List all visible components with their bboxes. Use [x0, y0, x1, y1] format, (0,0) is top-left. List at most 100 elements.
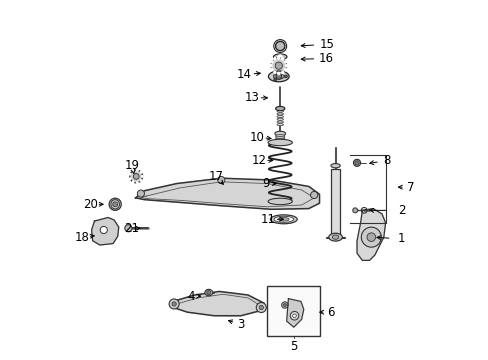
Circle shape	[275, 73, 281, 79]
Circle shape	[141, 175, 144, 178]
Circle shape	[124, 225, 132, 232]
Text: 18: 18	[74, 231, 89, 244]
Text: 9: 9	[262, 177, 269, 190]
Text: 1: 1	[397, 233, 405, 246]
Text: 16: 16	[319, 52, 333, 65]
Circle shape	[206, 291, 210, 295]
Circle shape	[273, 78, 276, 81]
Ellipse shape	[276, 113, 283, 115]
Text: 5: 5	[289, 340, 297, 353]
Circle shape	[140, 179, 142, 182]
Circle shape	[112, 202, 118, 207]
Circle shape	[283, 68, 287, 71]
Ellipse shape	[278, 217, 288, 221]
Circle shape	[276, 72, 280, 75]
Circle shape	[283, 303, 285, 306]
Ellipse shape	[276, 123, 283, 126]
Circle shape	[361, 227, 381, 247]
Text: 13: 13	[244, 91, 259, 104]
Text: 14: 14	[237, 68, 251, 81]
Ellipse shape	[270, 215, 297, 224]
Text: 19: 19	[124, 159, 139, 172]
Circle shape	[273, 72, 276, 75]
Text: 11: 11	[260, 213, 275, 226]
Circle shape	[277, 54, 282, 59]
Circle shape	[354, 161, 358, 165]
Ellipse shape	[273, 216, 293, 222]
Ellipse shape	[276, 107, 284, 110]
Circle shape	[133, 174, 139, 179]
Circle shape	[292, 314, 296, 318]
Text: 12: 12	[251, 154, 266, 167]
Circle shape	[366, 233, 375, 242]
Circle shape	[290, 311, 298, 320]
Circle shape	[128, 173, 131, 176]
Bar	[267, 286, 320, 337]
Text: 6: 6	[326, 306, 334, 319]
Text: 21: 21	[123, 222, 139, 235]
Text: 3: 3	[237, 318, 244, 331]
Text: 8: 8	[383, 154, 390, 167]
Text: 20: 20	[83, 198, 98, 211]
Bar	[331, 169, 339, 234]
Ellipse shape	[275, 135, 285, 138]
Text: 10: 10	[249, 131, 264, 144]
Circle shape	[169, 299, 179, 309]
Circle shape	[270, 68, 273, 71]
Circle shape	[217, 176, 224, 184]
Text: 7: 7	[406, 181, 413, 194]
Circle shape	[310, 192, 317, 199]
Circle shape	[137, 190, 144, 197]
Ellipse shape	[330, 163, 340, 168]
Text: 4: 4	[187, 289, 194, 303]
Text: 15: 15	[319, 38, 333, 51]
Text: 17: 17	[208, 170, 223, 183]
Ellipse shape	[276, 121, 283, 123]
Circle shape	[136, 169, 139, 171]
Ellipse shape	[275, 139, 285, 141]
Ellipse shape	[273, 74, 284, 79]
Circle shape	[136, 181, 139, 184]
Circle shape	[268, 64, 272, 67]
Circle shape	[284, 75, 287, 78]
Circle shape	[131, 170, 134, 172]
Polygon shape	[356, 208, 385, 260]
Ellipse shape	[267, 198, 292, 204]
Circle shape	[128, 177, 131, 180]
Ellipse shape	[328, 233, 342, 241]
Circle shape	[281, 57, 284, 61]
Ellipse shape	[273, 54, 286, 60]
Circle shape	[272, 71, 276, 74]
Ellipse shape	[276, 116, 283, 118]
Circle shape	[283, 60, 287, 64]
Ellipse shape	[332, 235, 338, 239]
Circle shape	[281, 302, 287, 308]
Ellipse shape	[275, 107, 285, 111]
Circle shape	[281, 71, 284, 74]
Ellipse shape	[276, 110, 283, 112]
Circle shape	[270, 58, 286, 73]
Text: 2: 2	[397, 204, 405, 217]
Circle shape	[130, 170, 142, 183]
Ellipse shape	[267, 139, 292, 146]
Polygon shape	[286, 298, 303, 327]
Polygon shape	[171, 292, 264, 316]
Circle shape	[259, 305, 263, 310]
Ellipse shape	[268, 71, 288, 82]
Polygon shape	[91, 217, 119, 245]
Ellipse shape	[276, 118, 283, 120]
Circle shape	[140, 171, 142, 174]
Circle shape	[270, 60, 273, 64]
Polygon shape	[135, 178, 319, 209]
Circle shape	[352, 208, 357, 213]
Ellipse shape	[274, 131, 285, 136]
Circle shape	[276, 56, 280, 60]
Ellipse shape	[275, 136, 285, 139]
Circle shape	[275, 62, 282, 69]
Circle shape	[285, 64, 288, 67]
Circle shape	[131, 181, 134, 184]
Circle shape	[100, 226, 107, 234]
Circle shape	[275, 41, 285, 51]
Circle shape	[256, 302, 266, 312]
Circle shape	[272, 57, 276, 61]
